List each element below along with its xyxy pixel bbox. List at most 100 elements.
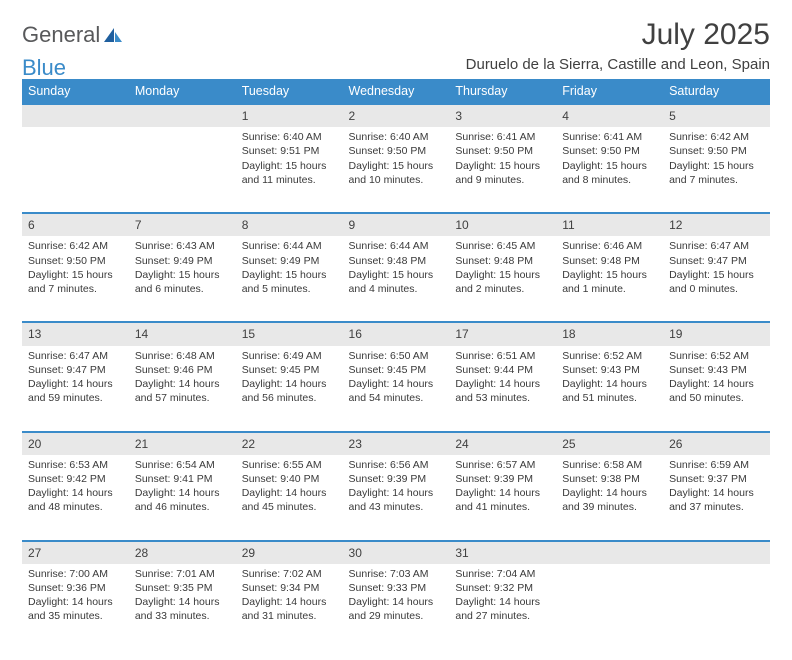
day-number-cell: 16 — [343, 322, 450, 345]
day-number-cell: 23 — [343, 432, 450, 455]
sunset-line: Sunset: 9:32 PM — [455, 581, 550, 595]
sail-icon — [102, 26, 124, 44]
sunset-line: Sunset: 9:48 PM — [455, 254, 550, 268]
week-row: Sunrise: 6:40 AMSunset: 9:51 PM Daylight:… — [22, 127, 770, 213]
daynum-row: 12345 — [22, 104, 770, 127]
day-cell: Sunrise: 7:00 AMSunset: 9:36 PMDaylight:… — [22, 564, 129, 650]
day-cell: Sunrise: 6:42 AMSunset: 9:50 PMDaylight:… — [22, 236, 129, 322]
sunset-line: Sunset: 9:37 PM — [669, 472, 764, 486]
day-number: 2 — [343, 105, 450, 127]
sunrise-line: Sunrise: 6:47 AM — [669, 239, 764, 253]
daylight-line: Daylight: 14 hours and 35 minutes. — [28, 595, 123, 623]
day-number-cell: 30 — [343, 541, 450, 564]
day-number: 17 — [449, 323, 556, 345]
day-number: 15 — [236, 323, 343, 345]
day-number-cell: 8 — [236, 213, 343, 236]
day-cell: Sunrise: 6:40 AMSunset: 9:51 PMDaylight:… — [236, 127, 343, 213]
sunset-line: Sunset: 9:41 PM — [135, 472, 230, 486]
day-detail: Sunrise: 6:45 AMSunset: 9:48 PMDaylight:… — [449, 236, 556, 302]
day-number: 12 — [663, 214, 770, 236]
calendar-page: General July 2025 Duruelo de la Sierra, … — [0, 0, 792, 660]
day-cell: Sunrise: 6:45 AMSunset: 9:48 PMDaylight:… — [449, 236, 556, 322]
day-cell — [22, 127, 129, 213]
logo-text-general: General — [22, 22, 100, 48]
day-detail: Sunrise: 6:46 AMSunset: 9:48 PMDaylight:… — [556, 236, 663, 302]
brand-logo: General — [22, 18, 124, 48]
weekday-header: Thursday — [449, 79, 556, 104]
sunrise-line: Sunrise: 6:42 AM — [28, 239, 123, 253]
daylight-line: Daylight: 15 hours and 4 minutes. — [349, 268, 444, 296]
sunrise-line: Sunrise: 6:40 AM — [242, 130, 337, 144]
sunrise-line: Sunrise: 6:48 AM — [135, 349, 230, 363]
day-cell — [129, 127, 236, 213]
sunset-line: Sunset: 9:46 PM — [135, 363, 230, 377]
sunset-line: Sunset: 9:34 PM — [242, 581, 337, 595]
day-cell: Sunrise: 6:52 AMSunset: 9:43 PMDaylight:… — [663, 346, 770, 432]
day-detail: Sunrise: 6:41 AMSunset: 9:50 PMDaylight:… — [556, 127, 663, 193]
day-number-cell — [556, 541, 663, 564]
sunrise-line: Sunrise: 6:44 AM — [349, 239, 444, 253]
weekday-header: Tuesday — [236, 79, 343, 104]
day-detail: Sunrise: 7:04 AMSunset: 9:32 PMDaylight:… — [449, 564, 556, 630]
week-row: Sunrise: 6:53 AMSunset: 9:42 PMDaylight:… — [22, 455, 770, 541]
day-number: 21 — [129, 433, 236, 455]
week-row: Sunrise: 7:00 AMSunset: 9:36 PMDaylight:… — [22, 564, 770, 650]
day-number: 18 — [556, 323, 663, 345]
daylight-line: Daylight: 14 hours and 39 minutes. — [562, 486, 657, 514]
daylight-line: Daylight: 14 hours and 37 minutes. — [669, 486, 764, 514]
daynum-row: 6789101112 — [22, 213, 770, 236]
sunset-line: Sunset: 9:50 PM — [349, 144, 444, 158]
day-number — [129, 105, 236, 127]
daylight-line: Daylight: 14 hours and 56 minutes. — [242, 377, 337, 405]
day-cell: Sunrise: 6:59 AMSunset: 9:37 PMDaylight:… — [663, 455, 770, 541]
day-number: 10 — [449, 214, 556, 236]
day-number-cell — [22, 104, 129, 127]
sunset-line: Sunset: 9:35 PM — [135, 581, 230, 595]
day-number: 26 — [663, 433, 770, 455]
day-cell: Sunrise: 6:40 AMSunset: 9:50 PMDaylight:… — [343, 127, 450, 213]
day-detail: Sunrise: 6:53 AMSunset: 9:42 PMDaylight:… — [22, 455, 129, 521]
day-detail: Sunrise: 7:01 AMSunset: 9:35 PMDaylight:… — [129, 564, 236, 630]
day-detail: Sunrise: 6:48 AMSunset: 9:46 PMDaylight:… — [129, 346, 236, 412]
daylight-line: Daylight: 15 hours and 2 minutes. — [455, 268, 550, 296]
day-number-cell: 27 — [22, 541, 129, 564]
calendar-table: Sunday Monday Tuesday Wednesday Thursday… — [22, 79, 770, 650]
day-detail — [663, 564, 770, 573]
sunset-line: Sunset: 9:43 PM — [669, 363, 764, 377]
sunrise-line: Sunrise: 7:00 AM — [28, 567, 123, 581]
daylight-line: Daylight: 14 hours and 50 minutes. — [669, 377, 764, 405]
weekday-header: Friday — [556, 79, 663, 104]
day-number-cell: 3 — [449, 104, 556, 127]
day-detail: Sunrise: 6:44 AMSunset: 9:49 PMDaylight:… — [236, 236, 343, 302]
day-detail: Sunrise: 6:47 AMSunset: 9:47 PMDaylight:… — [663, 236, 770, 302]
day-cell: Sunrise: 6:54 AMSunset: 9:41 PMDaylight:… — [129, 455, 236, 541]
day-detail: Sunrise: 6:57 AMSunset: 9:39 PMDaylight:… — [449, 455, 556, 521]
day-number-cell: 29 — [236, 541, 343, 564]
day-number: 4 — [556, 105, 663, 127]
day-number — [556, 542, 663, 564]
daylight-line: Daylight: 15 hours and 9 minutes. — [455, 159, 550, 187]
daylight-line: Daylight: 14 hours and 43 minutes. — [349, 486, 444, 514]
day-number-cell: 12 — [663, 213, 770, 236]
day-number: 1 — [236, 105, 343, 127]
sunrise-line: Sunrise: 6:55 AM — [242, 458, 337, 472]
day-number: 5 — [663, 105, 770, 127]
sunrise-line: Sunrise: 6:53 AM — [28, 458, 123, 472]
daylight-line: Daylight: 15 hours and 7 minutes. — [669, 159, 764, 187]
day-number: 24 — [449, 433, 556, 455]
month-title: July 2025 — [466, 18, 770, 52]
day-number-cell: 17 — [449, 322, 556, 345]
daylight-line: Daylight: 15 hours and 10 minutes. — [349, 159, 444, 187]
day-number: 13 — [22, 323, 129, 345]
day-cell: Sunrise: 6:41 AMSunset: 9:50 PMDaylight:… — [449, 127, 556, 213]
sunset-line: Sunset: 9:50 PM — [669, 144, 764, 158]
sunset-line: Sunset: 9:47 PM — [28, 363, 123, 377]
daylight-line: Daylight: 14 hours and 57 minutes. — [135, 377, 230, 405]
sunrise-line: Sunrise: 7:01 AM — [135, 567, 230, 581]
sunrise-line: Sunrise: 6:59 AM — [669, 458, 764, 472]
day-number: 19 — [663, 323, 770, 345]
daynum-row: 2728293031 — [22, 541, 770, 564]
sunset-line: Sunset: 9:51 PM — [242, 144, 337, 158]
day-detail: Sunrise: 6:44 AMSunset: 9:48 PMDaylight:… — [343, 236, 450, 302]
day-number-cell: 21 — [129, 432, 236, 455]
